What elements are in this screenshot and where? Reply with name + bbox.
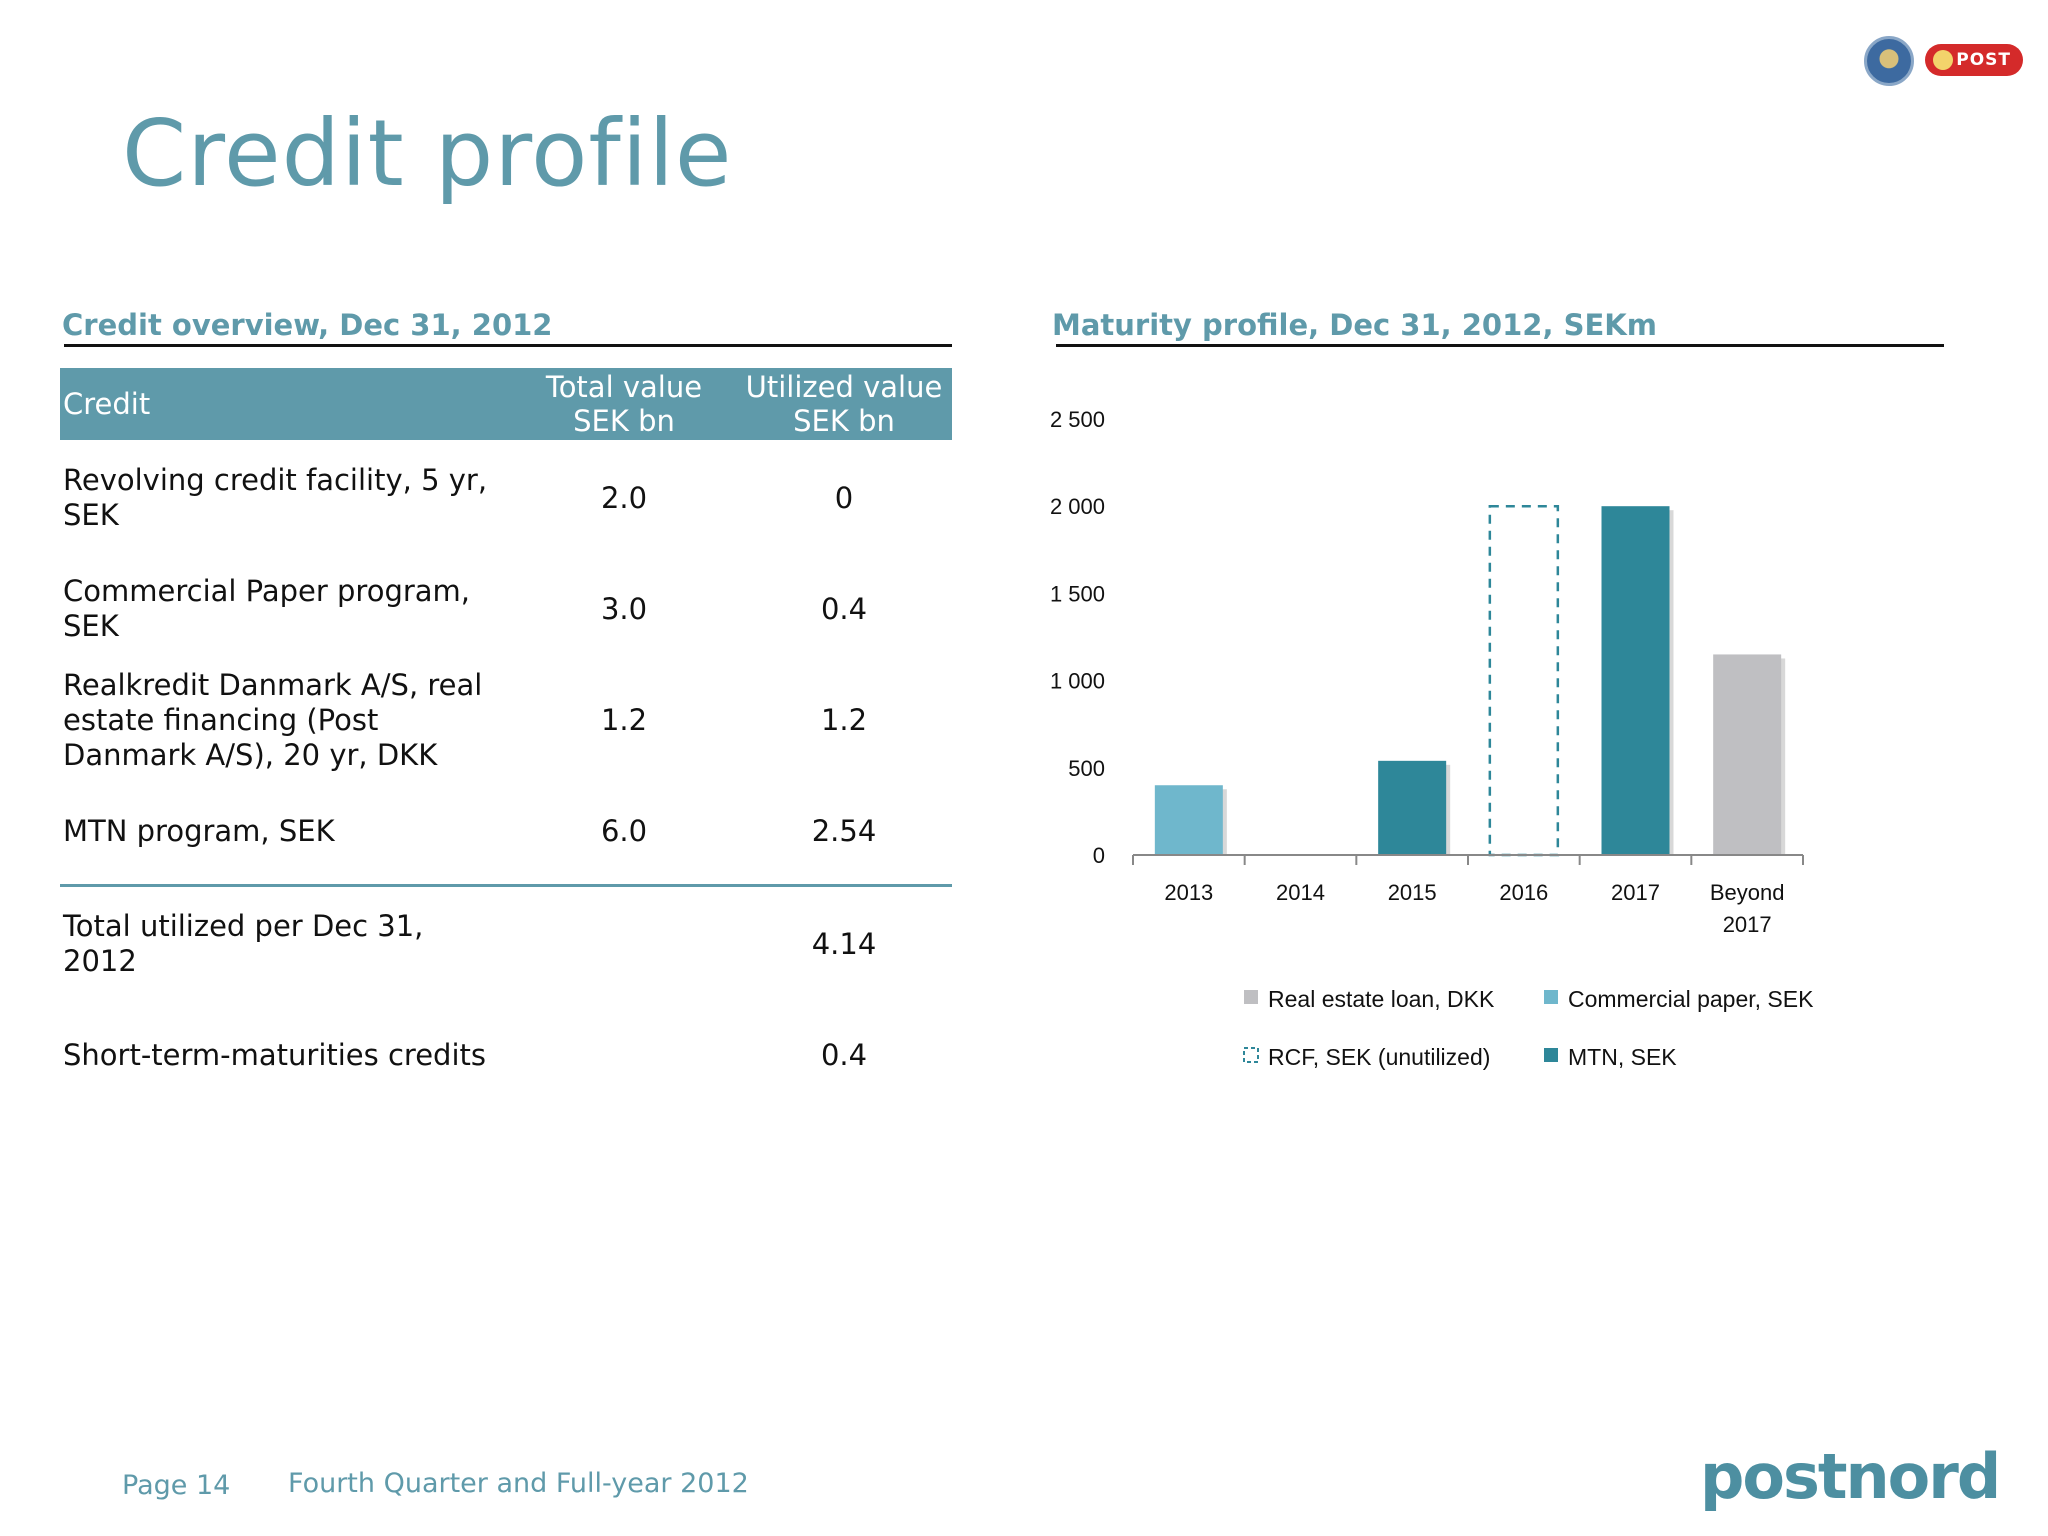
column-header-utilized-value: Utilized value SEK bn (736, 370, 952, 438)
legend-swatch (1544, 1048, 1558, 1062)
x-tick-label: 2015 (1388, 880, 1437, 905)
y-tick-label: 0 (1093, 843, 1105, 868)
legend-label: MTN, SEK (1568, 1044, 1677, 1070)
x-tick-label: 2014 (1276, 880, 1325, 905)
legend-label: Commercial paper, SEK (1568, 986, 1814, 1012)
utilized-value: 0.4 (820, 591, 868, 626)
table-row-total: Short-term-maturities credits 0.4 (60, 1001, 952, 1109)
bar (1154, 785, 1223, 855)
bar (1378, 760, 1447, 855)
post-horn-icon (1933, 50, 1953, 70)
bars (1154, 504, 1786, 857)
maturity-profile-rule (1056, 344, 1944, 347)
credit-name: Revolving credit facility, 5 yr, SEK (60, 463, 512, 533)
utilized-value: 4.14 (811, 926, 877, 961)
column-header-utilized-line2: SEK bn (793, 404, 895, 438)
post-logo-text: POST (1956, 50, 2011, 70)
credit-name: Realkredit Danmark A/S, real estate fina… (60, 668, 512, 773)
credit-overview-rule (64, 344, 952, 347)
bar (1488, 504, 1560, 857)
bar (1713, 654, 1782, 855)
credit-name: Total utilized per Dec 31, 2012 (60, 909, 512, 979)
legend-swatch (1544, 990, 1558, 1004)
credit-name-line: 2012 (63, 944, 137, 978)
credit-name: MTN program, SEK (63, 813, 335, 848)
credit-name: Commercial Paper program, SEK (60, 574, 512, 644)
maturity-profile-heading: Maturity profile, Dec 31, 2012, SEKm (1052, 308, 1657, 342)
y-tick-label: 1 000 (1050, 669, 1105, 694)
utilized-value: 0.4 (820, 1037, 868, 1072)
x-tick-label: 2016 (1499, 880, 1548, 905)
table-divider (60, 884, 952, 887)
table-row: Commercial Paper program, SEK 3.0 0.4 (60, 556, 952, 662)
y-tick-label: 1 500 (1050, 581, 1105, 606)
credit-name-line: Revolving credit facility, 5 yr, (63, 463, 488, 497)
bar (1601, 506, 1670, 855)
utilized-value: 0 (834, 480, 854, 515)
y-tick-label: 500 (1068, 756, 1105, 781)
credit-name-line: estate financing (Post (63, 702, 379, 737)
credit-name-line: SEK (63, 498, 119, 532)
utilized-value: 1.2 (820, 702, 868, 737)
column-header-total-line1: Total value (545, 370, 703, 404)
post-logo: POST (1925, 44, 2023, 76)
x-axis: 2013 2014 2015 2016 2017 Beyond 2017 (1132, 854, 1804, 937)
column-header-utilized-line1: Utilized value (745, 370, 943, 404)
legend: Real estate loan, DKK Commercial paper, S… (1243, 986, 1814, 1070)
x-tick-label: 2013 (1164, 880, 1213, 905)
total-value: 1.2 (600, 702, 648, 737)
credit-name: Short-term-maturities credits (63, 1037, 486, 1072)
column-header-total-line2: SEK bn (573, 404, 675, 438)
table-row: MTN program, SEK 6.0 2.54 (60, 778, 952, 884)
table-row: Realkredit Danmark A/S, real estate fina… (60, 662, 952, 778)
y-tick-label: 2 500 (1050, 407, 1105, 432)
total-value: 6.0 (600, 813, 648, 848)
credit-table: Credit Total value SEK bn Utilized value… (60, 368, 952, 1109)
x-tick-label: Beyond (1710, 880, 1785, 905)
x-tick-label: 2017 (1611, 880, 1660, 905)
credit-name-line: Danmark A/S), 20 yr, DKK (63, 737, 438, 772)
page-title: Credit profile (122, 100, 733, 207)
credit-name-line: Total utilized per Dec 31, (63, 909, 424, 943)
crest-logo-icon (1864, 36, 1914, 86)
column-header-credit: Credit (63, 386, 151, 421)
legend-swatch (1243, 1047, 1259, 1063)
legend-swatch (1244, 990, 1258, 1004)
credit-name-line: SEK (63, 609, 119, 643)
y-axis: 0 500 1 000 1 500 2 000 2 500 (1050, 407, 1105, 868)
y-tick-label: 2 000 (1050, 494, 1105, 519)
total-value: 3.0 (600, 591, 648, 626)
legend-label: RCF, SEK (unutilized) (1268, 1044, 1490, 1070)
table-row: Revolving credit facility, 5 yr, SEK 2.0… (60, 440, 952, 556)
postnord-logo: postnord (1700, 1440, 2001, 1513)
x-tick-label: 2017 (1723, 912, 1772, 937)
table-row-total: Total utilized per Dec 31, 2012 4.14 (60, 887, 952, 1001)
total-value: 2.0 (600, 480, 648, 515)
table-header: Credit Total value SEK bn Utilized value… (60, 368, 952, 440)
column-header-total-value: Total value SEK bn (512, 370, 736, 438)
legend-label: Real estate loan, DKK (1268, 986, 1495, 1012)
utilized-value: 2.54 (811, 813, 877, 848)
footer-title: Fourth Quarter and Full-year 2012 (288, 1468, 749, 1499)
credit-overview-heading: Credit overview, Dec 31, 2012 (62, 308, 553, 342)
credit-name-line: Realkredit Danmark A/S, real (63, 667, 483, 702)
page-number: Page 14 (122, 1470, 231, 1501)
credit-name-line: Commercial Paper program, (63, 574, 471, 608)
